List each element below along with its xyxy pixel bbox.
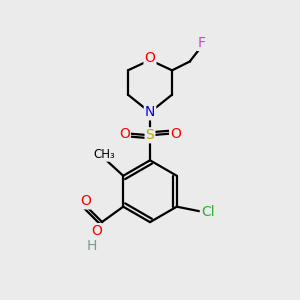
Text: CH₃: CH₃ — [93, 148, 115, 161]
Text: O: O — [91, 224, 102, 238]
Text: O: O — [170, 127, 181, 141]
Text: O: O — [119, 127, 130, 141]
Text: H: H — [87, 239, 98, 253]
Text: N: N — [145, 105, 155, 119]
Text: O: O — [80, 194, 91, 208]
Text: O: O — [145, 51, 155, 65]
Text: Cl: Cl — [201, 205, 214, 219]
Text: S: S — [146, 128, 154, 142]
Text: F: F — [197, 36, 206, 50]
